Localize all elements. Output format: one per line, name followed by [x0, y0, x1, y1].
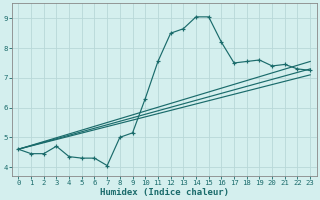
X-axis label: Humidex (Indice chaleur): Humidex (Indice chaleur) [100, 188, 229, 197]
